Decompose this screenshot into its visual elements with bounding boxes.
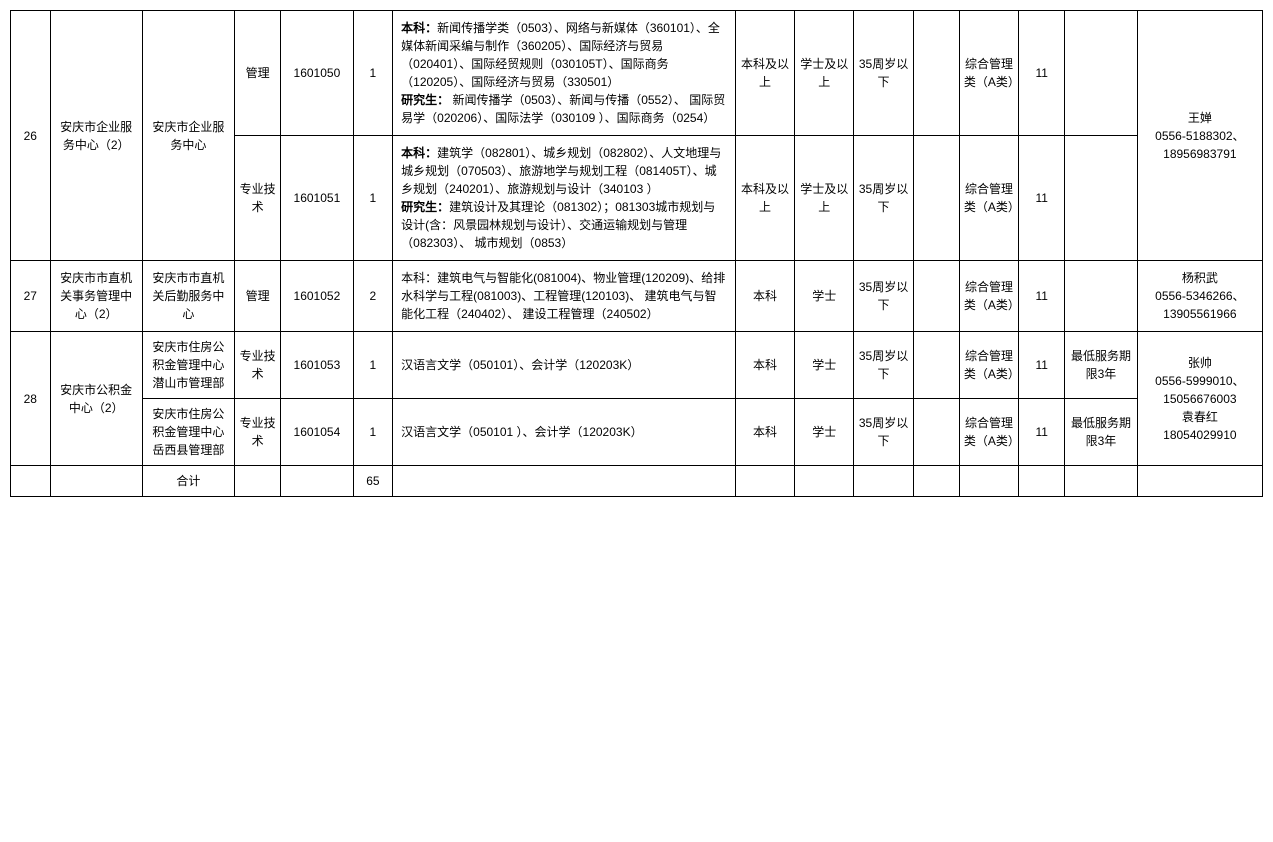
cell-num: 28 (11, 332, 51, 466)
cell-age: 35周岁以下 (854, 261, 913, 332)
cell-degree: 学士 (795, 261, 854, 332)
cell-other: 11 (1019, 332, 1065, 399)
cell-contact: 张帅 0556-5999010、15056676003 袁春红 18054029… (1137, 332, 1262, 466)
cell-note: 最低服务期限3年 (1065, 399, 1137, 466)
cell-dept: 安庆市企业服务中心 (142, 11, 234, 261)
table-row: 26 安庆市企业服务中心（2） 安庆市企业服务中心 管理 1601050 1 本… (11, 11, 1263, 136)
cell-degree: 学士 (795, 399, 854, 466)
cell-type: 专业技术 (235, 332, 281, 399)
cell-age: 35周岁以下 (854, 332, 913, 399)
cell-age: 35周岁以下 (854, 399, 913, 466)
total-row: 合计 65 (11, 466, 1263, 497)
cell-blank (1019, 466, 1065, 497)
cell-major: 本科：建筑学（082801）、城乡规划（082802）、人文地理与城乡规划（07… (393, 136, 736, 261)
cell-count: 1 (353, 136, 393, 261)
cell-note (1065, 11, 1137, 136)
cell-degree: 学士及以上 (795, 136, 854, 261)
cell-note (1065, 136, 1137, 261)
table-row: 安庆市住房公积金管理中心岳西县管理部 专业技术 1601054 1 汉语言文学（… (11, 399, 1263, 466)
cell-code: 1601054 (281, 399, 353, 466)
cell-count: 2 (353, 261, 393, 332)
cell-blank (1137, 466, 1262, 497)
cell-edu: 本科 (735, 399, 794, 466)
cell-major: 汉语言文学（050101 ）、会计学（120203K） (393, 399, 736, 466)
cell-blank (281, 466, 353, 497)
cell-type: 管理 (235, 11, 281, 136)
cell-unit: 安庆市公积金中心（2） (50, 332, 142, 466)
cell-total-count: 65 (353, 466, 393, 497)
cell-unit: 安庆市企业服务中心（2） (50, 11, 142, 261)
recruitment-table: 26 安庆市企业服务中心（2） 安庆市企业服务中心 管理 1601050 1 本… (10, 10, 1263, 497)
cell-unit: 安庆市市直机关事务管理中心（2） (50, 261, 142, 332)
cell-edu: 本科 (735, 261, 794, 332)
cell-exam: 综合管理类（A类） (959, 136, 1018, 261)
cell-blank (393, 466, 736, 497)
cell-count: 1 (353, 11, 393, 136)
table-row: 27 安庆市市直机关事务管理中心（2） 安庆市市直机关后勤服务中心 管理 160… (11, 261, 1263, 332)
cell-exam: 综合管理类（A类） (959, 399, 1018, 466)
cell-code: 1601050 (281, 11, 353, 136)
cell-blank (735, 466, 794, 497)
cell-total-label: 合计 (142, 466, 234, 497)
cell-blank (11, 466, 51, 497)
cell-note: 最低服务期限3年 (1065, 332, 1137, 399)
cell-other: 11 (1019, 261, 1065, 332)
cell-count: 1 (353, 332, 393, 399)
cell-code: 1601052 (281, 261, 353, 332)
cell-blank (913, 136, 959, 261)
cell-degree: 学士及以上 (795, 11, 854, 136)
cell-blank (913, 332, 959, 399)
cell-blank (1065, 466, 1137, 497)
cell-type: 专业技术 (235, 136, 281, 261)
cell-note (1065, 261, 1137, 332)
cell-degree: 学士 (795, 332, 854, 399)
cell-major: 汉语言文学（050101）、会计学（120203K） (393, 332, 736, 399)
cell-blank (959, 466, 1018, 497)
table-row: 28 安庆市公积金中心（2） 安庆市住房公积金管理中心潜山市管理部 专业技术 1… (11, 332, 1263, 399)
cell-age: 35周岁以下 (854, 11, 913, 136)
cell-major: 本科：新闻传播学类（0503）、网络与新媒体（360101）、全媒体新闻采编与制… (393, 11, 736, 136)
cell-dept: 安庆市市直机关后勤服务中心 (142, 261, 234, 332)
cell-code: 1601051 (281, 136, 353, 261)
cell-edu: 本科及以上 (735, 136, 794, 261)
cell-other: 11 (1019, 399, 1065, 466)
cell-blank (913, 11, 959, 136)
cell-exam: 综合管理类（A类） (959, 332, 1018, 399)
cell-blank (50, 466, 142, 497)
cell-count: 1 (353, 399, 393, 466)
cell-blank (913, 261, 959, 332)
cell-major: 本科：建筑电气与智能化(081004)、物业管理(120209)、给排水科学与工… (393, 261, 736, 332)
cell-exam: 综合管理类（A类） (959, 11, 1018, 136)
cell-num: 27 (11, 261, 51, 332)
cell-blank (913, 399, 959, 466)
cell-dept: 安庆市住房公积金管理中心岳西县管理部 (142, 399, 234, 466)
cell-edu: 本科 (735, 332, 794, 399)
cell-other: 11 (1019, 11, 1065, 136)
cell-type: 管理 (235, 261, 281, 332)
cell-contact: 王婵 0556-5188302、18956983791 (1137, 11, 1262, 261)
cell-age: 35周岁以下 (854, 136, 913, 261)
cell-type: 专业技术 (235, 399, 281, 466)
cell-blank (235, 466, 281, 497)
cell-dept: 安庆市住房公积金管理中心潜山市管理部 (142, 332, 234, 399)
cell-blank (795, 466, 854, 497)
cell-exam: 综合管理类（A类） (959, 261, 1018, 332)
cell-blank (913, 466, 959, 497)
cell-contact: 杨积武 0556-5346266、13905561966 (1137, 261, 1262, 332)
cell-other: 11 (1019, 136, 1065, 261)
cell-edu: 本科及以上 (735, 11, 794, 136)
cell-blank (854, 466, 913, 497)
cell-code: 1601053 (281, 332, 353, 399)
cell-num: 26 (11, 11, 51, 261)
